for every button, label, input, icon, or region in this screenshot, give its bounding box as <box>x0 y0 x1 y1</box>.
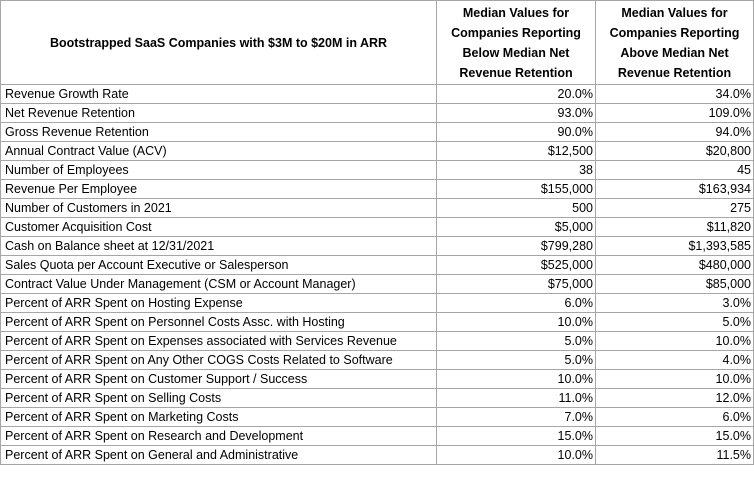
above-median-value: 34.0% <box>595 84 754 104</box>
above-median-value: $480,000 <box>595 255 754 275</box>
table-row: Number of Employees 38 45 <box>0 160 754 180</box>
below-median-value: 11.0% <box>436 388 596 408</box>
below-median-value: $75,000 <box>436 274 596 294</box>
table-row: Percent of ARR Spent on General and Admi… <box>0 445 754 465</box>
above-median-value: 275 <box>595 198 754 218</box>
metric-cell: Percent of ARR Spent on Any Other COGS C… <box>0 350 437 370</box>
above-median-value: 10.0% <box>595 369 754 389</box>
header-above-median: Median Values for Companies Reporting Ab… <box>595 0 754 85</box>
header-row: Bootstrapped SaaS Companies with $3M to … <box>0 0 754 85</box>
above-median-value: $163,934 <box>595 179 754 199</box>
metric-cell: Cash on Balance sheet at 12/31/2021 <box>0 236 437 256</box>
header-metric: Bootstrapped SaaS Companies with $3M to … <box>0 0 437 85</box>
metric-cell: Gross Revenue Retention <box>0 122 437 142</box>
table-row: Percent of ARR Spent on Expenses associa… <box>0 331 754 351</box>
above-median-value: 12.0% <box>595 388 754 408</box>
metric-cell: Percent of ARR Spent on Hosting Expense <box>0 293 437 313</box>
table-body: Revenue Growth Rate 20.0% 34.0% Net Revenue… <box>0 84 754 465</box>
table-row: Percent of ARR Spent on Hosting Expense 6… <box>0 293 754 313</box>
above-median-value: $11,820 <box>595 217 754 237</box>
metric-cell: Revenue Per Employee <box>0 179 437 199</box>
table-row: Customer Acquisition Cost $5,000 $11,820 <box>0 217 754 237</box>
table-row: Net Revenue Retention 93.0% 109.0% <box>0 103 754 123</box>
table-row: Percent of ARR Spent on Marketing Costs 7… <box>0 407 754 427</box>
metric-cell: Customer Acquisition Cost <box>0 217 437 237</box>
below-median-value: $155,000 <box>436 179 596 199</box>
below-median-value: 500 <box>436 198 596 218</box>
below-median-value: 93.0% <box>436 103 596 123</box>
table-row: Percent of ARR Spent on Research and Dev… <box>0 426 754 446</box>
table-row: Percent of ARR Spent on Selling Costs 11.… <box>0 388 754 408</box>
below-median-value: 10.0% <box>436 445 596 465</box>
above-median-value: 3.0% <box>595 293 754 313</box>
metric-cell: Annual Contract Value (ACV) <box>0 141 437 161</box>
below-median-value: 90.0% <box>436 122 596 142</box>
metric-cell: Percent of ARR Spent on Customer Support… <box>0 369 437 389</box>
table-row: Cash on Balance sheet at 12/31/2021 $799,… <box>0 236 754 256</box>
below-median-value: $12,500 <box>436 141 596 161</box>
above-median-value: 10.0% <box>595 331 754 351</box>
below-median-value: 38 <box>436 160 596 180</box>
table-row: Annual Contract Value (ACV) $12,500 $20,80… <box>0 141 754 161</box>
header-below-median: Median Values for Companies Reporting Be… <box>436 0 596 85</box>
metric-cell: Number of Employees <box>0 160 437 180</box>
table-row: Gross Revenue Retention 90.0% 94.0% <box>0 122 754 142</box>
table-row: Percent of ARR Spent on Any Other COGS C… <box>0 350 754 370</box>
above-median-value: 109.0% <box>595 103 754 123</box>
below-median-value: 10.0% <box>436 312 596 332</box>
metric-cell: Percent of ARR Spent on Selling Costs <box>0 388 437 408</box>
below-median-value: $799,280 <box>436 236 596 256</box>
metric-cell: Percent of ARR Spent on Personnel Costs … <box>0 312 437 332</box>
below-median-value: 7.0% <box>436 407 596 427</box>
above-median-value: $1,393,585 <box>595 236 754 256</box>
metric-cell: Sales Quota per Account Executive or Sal… <box>0 255 437 275</box>
table-row: Number of Customers in 2021 500 275 <box>0 198 754 218</box>
below-median-value: 10.0% <box>436 369 596 389</box>
below-median-value: $525,000 <box>436 255 596 275</box>
below-median-value: 15.0% <box>436 426 596 446</box>
metric-cell: Net Revenue Retention <box>0 103 437 123</box>
above-median-value: 15.0% <box>595 426 754 446</box>
below-median-value: $5,000 <box>436 217 596 237</box>
above-median-value: 11.5% <box>595 445 754 465</box>
above-median-value: 4.0% <box>595 350 754 370</box>
metric-cell: Percent of ARR Spent on Expenses associa… <box>0 331 437 351</box>
metric-cell: Percent of ARR Spent on Marketing Costs <box>0 407 437 427</box>
above-median-value: 45 <box>595 160 754 180</box>
saas-metrics-table: Bootstrapped SaaS Companies with $3M to … <box>0 0 754 465</box>
above-median-value: $20,800 <box>595 141 754 161</box>
above-median-value: 6.0% <box>595 407 754 427</box>
metric-cell: Contract Value Under Management (CSM or … <box>0 274 437 294</box>
table-row: Sales Quota per Account Executive or Sal… <box>0 255 754 275</box>
below-median-value: 6.0% <box>436 293 596 313</box>
metric-cell: Revenue Growth Rate <box>0 84 437 104</box>
below-median-value: 5.0% <box>436 331 596 351</box>
below-median-value: 5.0% <box>436 350 596 370</box>
above-median-value: $85,000 <box>595 274 754 294</box>
metric-cell: Number of Customers in 2021 <box>0 198 437 218</box>
metric-cell: Percent of ARR Spent on Research and Dev… <box>0 426 437 446</box>
above-median-value: 94.0% <box>595 122 754 142</box>
table-row: Revenue Growth Rate 20.0% 34.0% <box>0 84 754 104</box>
below-median-value: 20.0% <box>436 84 596 104</box>
table-row: Percent of ARR Spent on Customer Support… <box>0 369 754 389</box>
table-row: Contract Value Under Management (CSM or … <box>0 274 754 294</box>
table-row: Percent of ARR Spent on Personnel Costs … <box>0 312 754 332</box>
table-row: Revenue Per Employee $155,000 $163,934 <box>0 179 754 199</box>
above-median-value: 5.0% <box>595 312 754 332</box>
metric-cell: Percent of ARR Spent on General and Admi… <box>0 445 437 465</box>
